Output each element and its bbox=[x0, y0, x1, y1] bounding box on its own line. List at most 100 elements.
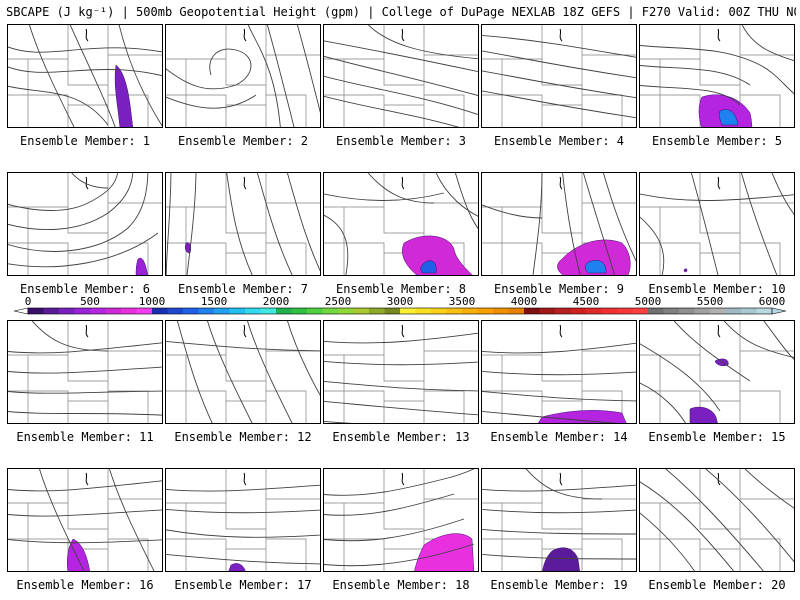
colorbar-segment bbox=[369, 308, 385, 314]
ensemble-map-panel bbox=[323, 320, 479, 424]
height-contour bbox=[482, 342, 636, 354]
colorbar-segment bbox=[307, 308, 323, 314]
height-contour bbox=[176, 321, 213, 423]
height-contour bbox=[482, 553, 636, 560]
colorbar-segment bbox=[384, 308, 401, 314]
cape-shading bbox=[114, 64, 134, 127]
height-contour bbox=[118, 25, 162, 127]
cape-shading bbox=[537, 410, 627, 423]
ensemble-member-label: Ensemble Member: 12 bbox=[174, 430, 312, 444]
colorbar-segment bbox=[555, 308, 571, 314]
lake-outline bbox=[401, 324, 405, 338]
height-contour bbox=[324, 55, 478, 96]
cape-region bbox=[542, 547, 580, 571]
ensemble-member-label: Ensemble Member: 8 bbox=[335, 282, 467, 296]
ensemble-member-label: Ensemble Member: 15 bbox=[648, 430, 786, 444]
map-plot bbox=[166, 25, 320, 127]
lake-outline bbox=[717, 176, 721, 190]
colorbar-segment bbox=[105, 308, 122, 314]
lake-outline bbox=[85, 324, 89, 338]
ensemble-map-panel bbox=[7, 468, 163, 572]
height-contour bbox=[640, 481, 735, 571]
colorbar-segment bbox=[136, 308, 153, 314]
height-contour bbox=[8, 232, 159, 268]
colorbar-segment bbox=[493, 308, 509, 314]
ensemble-map-panel bbox=[323, 172, 479, 276]
lake-outline bbox=[559, 324, 563, 338]
lake-outline bbox=[401, 28, 405, 42]
ensemble-member-label: Ensemble Member: 19 bbox=[490, 578, 628, 592]
figure-title: SBCAPE (J kg⁻¹) | 500mb Geopotential Hei… bbox=[6, 5, 796, 19]
height-contour bbox=[247, 321, 293, 423]
map-plot bbox=[482, 469, 636, 571]
map-plot bbox=[482, 173, 636, 275]
height-contour bbox=[367, 173, 435, 204]
colorbar-segment bbox=[570, 308, 587, 314]
height-contour bbox=[8, 46, 162, 53]
cape-shading bbox=[402, 235, 473, 275]
lake-outline bbox=[243, 28, 247, 42]
state-boundaries bbox=[8, 321, 162, 423]
map-plot bbox=[640, 173, 794, 275]
height-contour bbox=[640, 85, 741, 106]
height-contour bbox=[324, 332, 478, 344]
height-contours bbox=[640, 469, 794, 571]
height-contour bbox=[562, 173, 581, 275]
height-contour bbox=[8, 173, 149, 252]
height-contours bbox=[166, 25, 320, 127]
ensemble-map-panel bbox=[165, 320, 321, 424]
height-contour bbox=[532, 173, 543, 275]
height-contour bbox=[166, 173, 172, 275]
colorbar-segment bbox=[679, 308, 695, 314]
height-contour bbox=[166, 341, 320, 352]
height-contour bbox=[740, 173, 778, 275]
height-contour bbox=[324, 518, 465, 542]
colorbar-segment bbox=[74, 308, 91, 314]
map-plot bbox=[8, 469, 162, 571]
height-contour bbox=[166, 484, 320, 492]
height-contour bbox=[771, 173, 794, 215]
state-boundaries bbox=[166, 321, 320, 423]
height-contours bbox=[482, 342, 636, 423]
height-contour bbox=[324, 40, 478, 73]
lake-outline bbox=[717, 28, 721, 42]
colorbar-tick-label: 5000 bbox=[634, 295, 662, 308]
map-plot bbox=[324, 25, 478, 127]
colorbar-tick-label: 2000 bbox=[262, 295, 290, 308]
height-contour bbox=[8, 480, 162, 492]
state-boundaries bbox=[8, 25, 162, 127]
colorbar-segment bbox=[167, 308, 184, 314]
height-contours bbox=[324, 469, 475, 567]
cape-shading bbox=[135, 257, 148, 275]
height-contour bbox=[39, 469, 85, 571]
height-contour bbox=[705, 469, 794, 563]
height-contour bbox=[482, 484, 636, 492]
lake-outline bbox=[401, 472, 405, 486]
colorbar-segment bbox=[415, 308, 432, 314]
height-contour bbox=[482, 528, 636, 535]
lake-outline bbox=[243, 472, 247, 486]
ensemble-member-label: Ensemble Member: 17 bbox=[174, 578, 312, 592]
height-contour bbox=[482, 411, 618, 423]
height-contour bbox=[71, 173, 109, 189]
cape-shading bbox=[557, 239, 631, 275]
height-contour bbox=[602, 173, 636, 262]
cape-shading bbox=[698, 94, 753, 127]
cape-region bbox=[584, 260, 607, 274]
ensemble-member-label: Ensemble Member: 10 bbox=[648, 282, 786, 296]
lake-outline bbox=[85, 28, 89, 42]
cape-region bbox=[414, 533, 475, 571]
height-contour bbox=[482, 391, 636, 402]
colorbar-segment bbox=[462, 308, 478, 314]
height-contour bbox=[454, 173, 478, 230]
height-contour bbox=[166, 48, 252, 90]
height-contour bbox=[287, 321, 320, 396]
ensemble-map-panel bbox=[481, 24, 637, 128]
cape-shading bbox=[542, 547, 580, 571]
height-contour bbox=[324, 360, 478, 366]
ensemble-map-panel bbox=[7, 24, 163, 128]
height-contour bbox=[324, 214, 349, 275]
height-contour bbox=[640, 382, 686, 423]
map-plot bbox=[166, 469, 320, 571]
height-contour bbox=[324, 192, 445, 201]
